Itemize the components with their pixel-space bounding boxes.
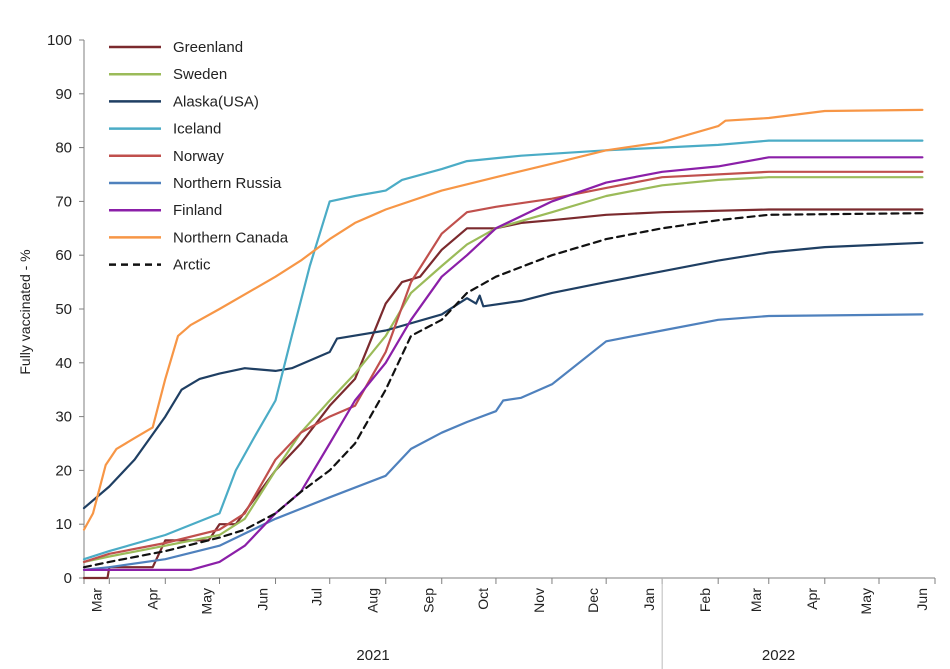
x-month-label: Jun bbox=[255, 588, 271, 611]
y-tick-label: 80 bbox=[55, 140, 72, 157]
series-line-northern-russia bbox=[82, 313, 924, 572]
legend-label-sweden: Sweden bbox=[173, 66, 227, 83]
y-tick-label: 50 bbox=[55, 301, 72, 318]
x-month-label: May bbox=[199, 588, 215, 614]
x-month-label: Jun bbox=[914, 588, 930, 611]
series-line-norway bbox=[82, 170, 924, 564]
legend-label-alaska-usa: Alaska(USA) bbox=[173, 93, 259, 110]
legend-label-greenland: Greenland bbox=[173, 39, 243, 56]
series-line-alaska-usa bbox=[82, 241, 924, 510]
x-month-label: Dec bbox=[585, 588, 601, 613]
legend-label-norway: Norway bbox=[173, 148, 224, 165]
legend-label-finland: Finland bbox=[173, 202, 222, 219]
x-month-label: May bbox=[858, 588, 874, 614]
series-lines bbox=[82, 108, 924, 580]
x-month-label: Mar bbox=[88, 588, 104, 612]
year-label-2022: 2022 bbox=[762, 647, 795, 664]
y-tick-label: 40 bbox=[55, 355, 72, 372]
x-month-label: Apr bbox=[804, 588, 820, 610]
y-tick-label: 20 bbox=[55, 462, 72, 479]
x-month-label: Jul bbox=[309, 588, 325, 606]
x-month-label: Oct bbox=[475, 588, 491, 610]
y-tick-label: 100 bbox=[47, 32, 72, 49]
x-month-label: Jan bbox=[641, 588, 657, 611]
series-line-arctic bbox=[82, 212, 924, 569]
x-month-label: Mar bbox=[748, 588, 764, 612]
legend-label-arctic: Arctic bbox=[173, 257, 211, 274]
x-month-label: Nov bbox=[531, 588, 547, 613]
x-month-label: Aug bbox=[365, 588, 381, 613]
legend-label-northern-russia: Northern Russia bbox=[173, 175, 282, 192]
legend-label-northern-canada: Northern Canada bbox=[173, 229, 289, 246]
series-line-finland bbox=[82, 156, 924, 572]
y-tick-label: 30 bbox=[55, 409, 72, 426]
x-month-label: Sep bbox=[421, 588, 437, 613]
y-tick-label: 0 bbox=[64, 570, 72, 587]
x-month-label: Feb bbox=[697, 588, 713, 612]
series-line-northern-canada bbox=[82, 108, 924, 531]
legend: Greenland Sweden Alaska(USA) Iceland Norway N… bbox=[109, 39, 289, 274]
y-tick-label: 70 bbox=[55, 193, 72, 210]
y-tick-label: 10 bbox=[55, 516, 72, 533]
series-line-greenland bbox=[82, 208, 924, 580]
axes: 0 10 20 30 40 50 60 70 80 90 100 Mar Apr May Jun Jul Aug… bbox=[47, 32, 936, 669]
x-month-label: Apr bbox=[144, 588, 160, 610]
legend-label-iceland: Iceland bbox=[173, 121, 221, 138]
y-tick-label: 60 bbox=[55, 247, 72, 264]
y-axis-title: Fully vaccinated - % bbox=[17, 249, 33, 374]
year-label-2021: 2021 bbox=[356, 647, 389, 664]
series-line-iceland bbox=[82, 139, 924, 561]
y-tick-label: 90 bbox=[55, 86, 72, 103]
